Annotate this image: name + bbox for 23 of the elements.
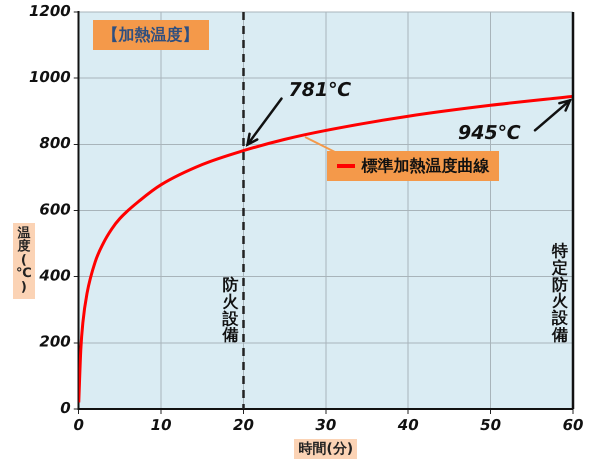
x-axis-title: 時間(分): [294, 439, 358, 459]
x-tick-label: 60: [562, 416, 584, 434]
y-tick-label: 600: [39, 200, 71, 218]
y-tick-label: 800: [39, 134, 71, 152]
line-series: [78, 94, 573, 404]
annotation: 781℃: [288, 78, 352, 101]
x-tick-label: 30: [315, 416, 336, 434]
x-tick-label: 40: [396, 416, 419, 434]
annotation: 945℃: [458, 122, 521, 144]
y-axis-title: 温度(℃): [16, 226, 32, 296]
ref-line-label: 特定防火設備: [552, 241, 568, 344]
y-tick-label: 1200: [29, 2, 71, 20]
x-tick-label: 10: [150, 416, 172, 434]
y-tick-label: 1000: [29, 68, 71, 86]
ref-line-label: 防火設備: [222, 275, 238, 344]
x-tick-label: 50: [480, 416, 502, 434]
x-tick-label: 20: [233, 416, 254, 434]
y-tick-label: 0: [60, 398, 71, 417]
text: 【加熱温度】: [92, 20, 209, 50]
x-tick-label: 0: [74, 416, 84, 434]
y-tick-label: 200: [39, 332, 71, 351]
legend-label: 標準加熱温度曲線: [361, 156, 490, 175]
y-tick-label: 400: [38, 266, 71, 285]
